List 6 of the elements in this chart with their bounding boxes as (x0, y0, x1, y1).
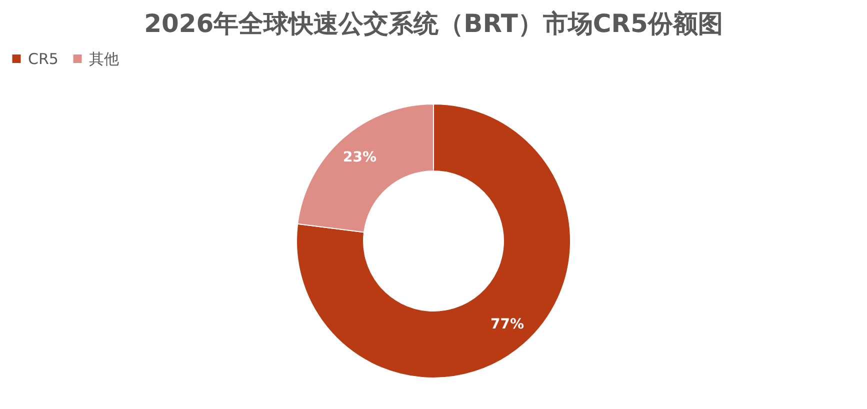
chart-title: 2026年全球快速公交系统（BRT）市场CR5份额图 (144, 9, 723, 38)
donut-slice (296, 104, 571, 378)
data-label: 77% (490, 316, 524, 333)
legend-label: 其他 (89, 50, 119, 68)
legend-label: CR5 (28, 50, 58, 68)
data-label: 23% (343, 149, 377, 166)
